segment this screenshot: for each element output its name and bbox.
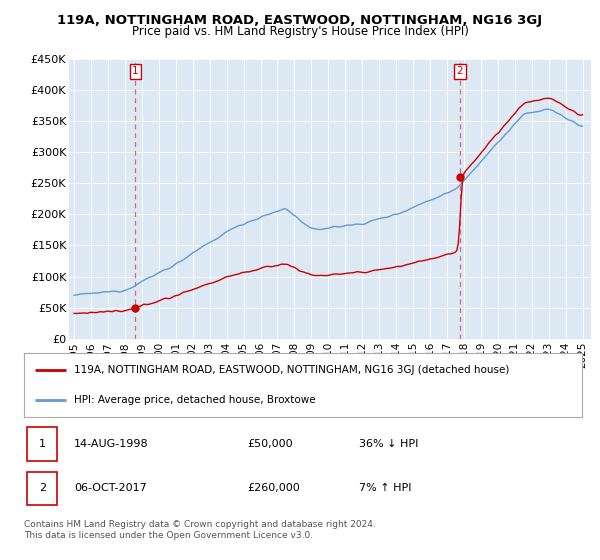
Text: Price paid vs. HM Land Registry's House Price Index (HPI): Price paid vs. HM Land Registry's House …	[131, 25, 469, 38]
Text: 119A, NOTTINGHAM ROAD, EASTWOOD, NOTTINGHAM, NG16 3GJ (detached house): 119A, NOTTINGHAM ROAD, EASTWOOD, NOTTING…	[74, 365, 509, 375]
Text: HPI: Average price, detached house, Broxtowe: HPI: Average price, detached house, Brox…	[74, 395, 316, 405]
Text: £260,000: £260,000	[247, 483, 300, 493]
FancyBboxPatch shape	[27, 427, 58, 461]
Text: 1: 1	[39, 439, 46, 449]
FancyBboxPatch shape	[27, 472, 58, 505]
Text: 7% ↑ HPI: 7% ↑ HPI	[359, 483, 412, 493]
Text: £50,000: £50,000	[247, 439, 293, 449]
Text: This data is licensed under the Open Government Licence v3.0.: This data is licensed under the Open Gov…	[24, 531, 313, 540]
Text: 1: 1	[132, 66, 139, 76]
Text: 14-AUG-1998: 14-AUG-1998	[74, 439, 149, 449]
Text: 06-OCT-2017: 06-OCT-2017	[74, 483, 147, 493]
Text: 36% ↓ HPI: 36% ↓ HPI	[359, 439, 418, 449]
Text: 2: 2	[39, 483, 46, 493]
Text: Contains HM Land Registry data © Crown copyright and database right 2024.: Contains HM Land Registry data © Crown c…	[24, 520, 376, 529]
Text: 119A, NOTTINGHAM ROAD, EASTWOOD, NOTTINGHAM, NG16 3GJ: 119A, NOTTINGHAM ROAD, EASTWOOD, NOTTING…	[58, 14, 542, 27]
Text: 2: 2	[457, 66, 463, 76]
